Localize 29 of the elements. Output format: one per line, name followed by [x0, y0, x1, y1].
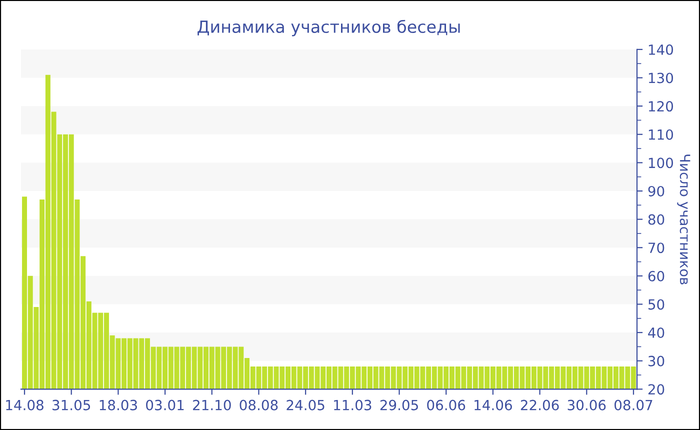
x-tick-label: 11.03: [334, 400, 372, 410]
y-tick-label: 110: [648, 129, 674, 140]
y-tick-label: 80: [648, 214, 664, 225]
x-tick-label: 06.06: [427, 400, 466, 410]
x-tick-label: 08.08: [240, 400, 278, 410]
x-tick-label: 03.01: [146, 400, 184, 410]
y-tick-label: 120: [648, 101, 674, 112]
x-tick-label: 22.06: [520, 400, 559, 410]
y-tick-label: 90: [648, 186, 664, 196]
y-tick-label: 50: [648, 299, 664, 310]
y-tick-label: 100: [648, 158, 674, 168]
y-tick-label: 30: [648, 356, 664, 366]
y-tick-label: 40: [648, 328, 664, 338]
x-tick-label: 14.08: [6, 400, 44, 410]
x-tick-label: 29.05: [380, 400, 418, 410]
x-tick-label: 08.07: [614, 400, 652, 410]
y-tick-label: 60: [648, 270, 664, 282]
x-tick-label: 14.06: [474, 400, 512, 410]
x-tick-label: 30.06: [568, 400, 606, 410]
x-tick-label: 31.05: [52, 400, 90, 410]
x-tick-label: 18.03: [100, 400, 137, 410]
y-tick-label: 20: [648, 384, 664, 395]
y-tick-label: 70: [648, 242, 664, 254]
x-tick-label: 24.05: [286, 400, 324, 410]
chart-title: Динамика участников беседы: [198, 20, 460, 36]
y-tick-label: 140: [648, 44, 674, 55]
y-tick-label: 130: [648, 72, 674, 84]
y-axis-title: Число участников: [677, 154, 690, 284]
x-tick-label: 21.10: [193, 400, 231, 410]
